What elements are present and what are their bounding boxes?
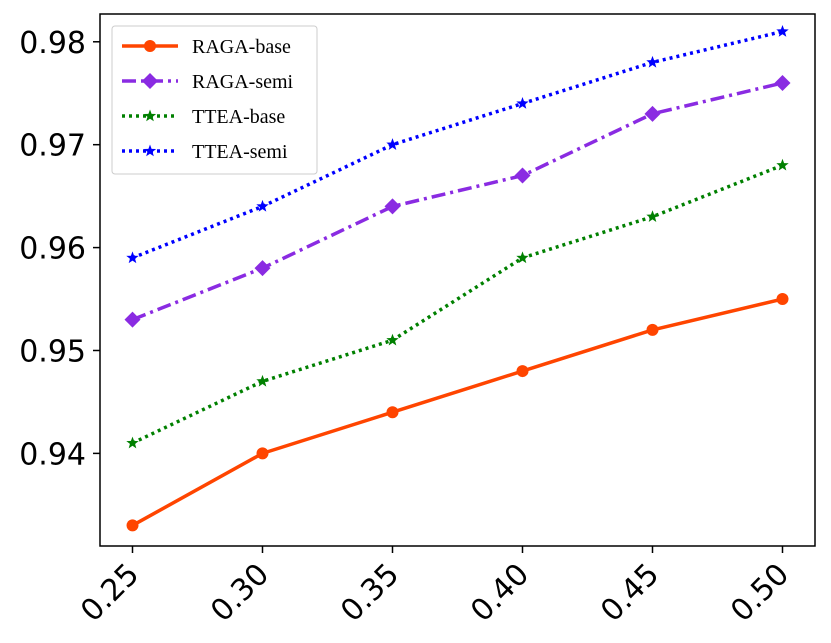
legend-marker-ttea-base <box>143 109 157 122</box>
data-point-ttea-base <box>126 436 139 449</box>
legend-label-raga-base: RAGA-base <box>192 36 291 58</box>
data-point-ttea-semi <box>126 251 139 264</box>
data-point-raga-semi <box>384 198 401 215</box>
data-point-raga-semi <box>254 260 271 277</box>
data-point-ttea-semi <box>776 24 789 37</box>
data-point-raga-base <box>776 293 789 306</box>
data-point-ttea-semi <box>646 55 659 68</box>
x-tick-label: 0.25 <box>74 557 146 629</box>
data-point-raga-base <box>126 519 139 532</box>
data-point-raga-base <box>646 323 659 336</box>
x-tick-label: 0.35 <box>334 557 406 629</box>
series-line-ttea-base <box>131 163 784 445</box>
x-tick-label: 0.50 <box>724 557 796 629</box>
legend-marker-ttea-semi <box>143 144 157 157</box>
data-point-raga-base <box>516 365 529 378</box>
x-tick-label: 0.45 <box>594 557 666 629</box>
series-ttea-base <box>126 158 789 449</box>
legend-marker-raga-semi <box>142 73 158 89</box>
y-tick-label: 0.96 <box>19 232 86 267</box>
series-raga-semi <box>124 74 791 328</box>
data-point-ttea-semi <box>516 97 529 109</box>
data-point-ttea-base <box>646 210 659 222</box>
data-point-ttea-base <box>256 374 269 387</box>
data-point-ttea-semi <box>256 199 269 212</box>
x-tick-label: 0.40 <box>464 557 536 629</box>
data-point-ttea-base <box>776 158 789 171</box>
legend-label-raga-semi: RAGA-semi <box>192 71 294 93</box>
data-point-raga-semi <box>514 167 531 184</box>
data-point-raga-semi <box>644 105 661 122</box>
legend-label-ttea-base: TTEA-base <box>192 106 285 128</box>
y-tick-label: 0.98 <box>19 26 86 61</box>
series-line-raga-base <box>131 297 783 527</box>
legend-label-ttea-semi: TTEA-semi <box>192 141 288 163</box>
series-line-raga-semi <box>131 81 783 322</box>
data-point-raga-base <box>256 447 269 460</box>
data-point-ttea-semi <box>386 138 399 150</box>
y-tick-label: 0.95 <box>19 334 86 369</box>
series-ttea-semi <box>126 24 789 264</box>
data-point-ttea-base <box>516 251 529 264</box>
data-point-ttea-base <box>386 333 399 346</box>
x-tick-label: 0.30 <box>204 557 276 629</box>
data-point-raga-semi <box>124 311 141 328</box>
plot-frame <box>99 13 816 547</box>
data-point-raga-semi <box>774 74 791 91</box>
data-point-raga-base <box>386 406 399 419</box>
legend: RAGA-base RAGA-semi TTEA-base TTEA-semi <box>111 25 318 175</box>
y-tick-label: 0.94 <box>19 437 86 472</box>
series-raga-base <box>126 293 789 532</box>
series-line-ttea-semi <box>131 29 783 260</box>
y-tick-label: 0.97 <box>19 129 86 164</box>
legend-marker-raga-base <box>144 40 156 52</box>
legend-box <box>111 25 318 175</box>
